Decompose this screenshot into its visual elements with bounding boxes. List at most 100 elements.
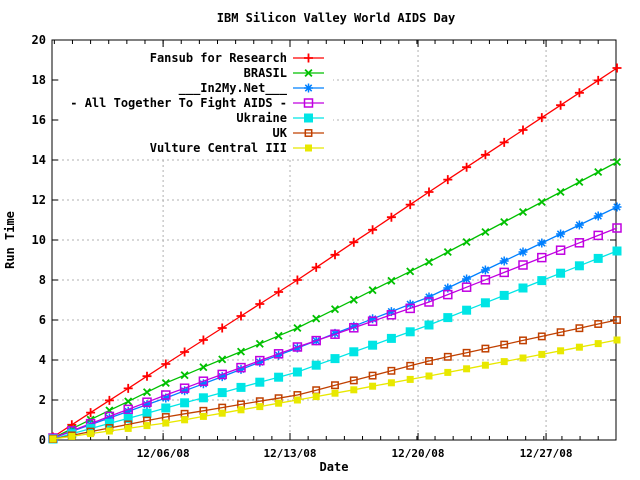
marker-square-open-small: [425, 357, 433, 365]
marker-cross: [500, 217, 509, 227]
marker-star: [274, 350, 284, 360]
marker-square-filled: [236, 382, 246, 392]
marker-square-open-small: [594, 320, 603, 328]
marker-plus: [198, 335, 208, 345]
marker-cross: [180, 371, 189, 380]
marker-square-open: [255, 355, 265, 366]
marker-cross: [124, 397, 133, 406]
marker-square-filled-small: [293, 396, 301, 404]
marker-star: [537, 238, 547, 248]
plot-series: [48, 63, 622, 444]
marker-square-filled-small: [105, 427, 113, 435]
marker-square-filled-small: [425, 372, 433, 380]
marker-square-filled-small: [444, 368, 452, 376]
marker-square-filled-small: [463, 365, 471, 373]
marker-square-open: [518, 260, 528, 270]
marker-cross: [142, 388, 152, 397]
marker-square-filled-small: [350, 386, 358, 394]
x-tick-label: 12/27/08: [520, 447, 573, 460]
marker-plus: [123, 383, 133, 393]
marker-square-filled-small: [594, 340, 602, 348]
marker-cross: [612, 157, 622, 167]
marker-plus: [161, 359, 171, 369]
marker-square-filled: [292, 367, 302, 377]
legend-label: BRASIL: [244, 66, 287, 80]
chart-title: IBM Silicon Valley World AIDS Day: [217, 11, 455, 25]
marker-square-filled: [424, 320, 434, 330]
marker-cross: [312, 314, 321, 323]
y-tick-label: 4: [39, 353, 46, 367]
marker-square-filled: [480, 298, 490, 308]
marker-plus: [386, 212, 396, 222]
series-fansub-for-research: [48, 63, 622, 442]
marker-cross: [406, 267, 415, 276]
marker-cross: [537, 197, 546, 207]
marker-star: [612, 202, 622, 212]
marker-plus: [518, 125, 528, 135]
legend-label: - All Together To Fight AIDS -: [70, 96, 287, 110]
marker-plus: [86, 408, 96, 418]
marker-star: [330, 328, 340, 338]
marker-square-open-small: [406, 361, 415, 370]
marker-cross: [594, 167, 603, 177]
marker-cross: [443, 247, 452, 257]
marker-plus: [405, 200, 415, 210]
marker-square-open: [198, 376, 209, 386]
marker-square-open-small: [500, 340, 509, 349]
marker-square-open: [273, 349, 284, 359]
legend-label: Ukraine: [236, 111, 287, 125]
marker-plus: [612, 63, 622, 73]
marker-square-open-small: [443, 352, 452, 361]
y-tick-label: 16: [32, 113, 46, 127]
marker-star: [574, 220, 584, 230]
marker-plus: [142, 371, 152, 381]
marker-square-filled: [142, 408, 152, 418]
legend-label: UK: [273, 126, 288, 140]
legend-item-fansub-for-research: Fansub for Research: [150, 51, 324, 65]
marker-star: [556, 229, 566, 239]
marker-star: [236, 364, 246, 374]
marker-cross: [481, 227, 490, 237]
y-tick-label: 6: [39, 313, 46, 327]
marker-square-filled-small: [87, 430, 95, 438]
legend-item-ukraine: Ukraine: [236, 111, 324, 125]
y-tick-label: 12: [32, 193, 46, 207]
marker-star: [198, 379, 208, 389]
marker-square-filled-small: [500, 358, 508, 366]
series-brasil: [48, 157, 622, 443]
marker-square-open: [367, 316, 378, 326]
marker-square-filled-small: [143, 422, 151, 430]
marker-plus: [274, 287, 284, 297]
marker-square-filled-small: [256, 403, 264, 411]
marker-square-open-small: [368, 371, 377, 380]
marker-cross: [161, 378, 170, 388]
marker-square-open: [217, 369, 227, 380]
marker-star: [180, 386, 190, 396]
legend-item-in2my-net: ___In2My.Net___: [179, 81, 324, 96]
y-axis-label: Run Time: [3, 211, 17, 269]
marker-square-open: [179, 383, 190, 393]
marker-cross: [218, 355, 227, 364]
legend: Fansub for ResearchBRASIL___In2My.Net___…: [60, 49, 333, 157]
marker-square-filled-small: [331, 389, 339, 397]
marker-square-open: [499, 267, 509, 278]
marker-square-open-small: [462, 348, 471, 357]
y-tick-labels: 0 2 4 6 8 10 12 14 16 18 20: [32, 33, 46, 447]
marker-square-open: [443, 289, 453, 300]
legend-label: ___In2My.Net___: [179, 81, 288, 96]
marker-plus: [217, 323, 227, 333]
marker-square-filled: [180, 398, 190, 408]
marker-square-filled: [518, 283, 528, 293]
marker-plus: [574, 88, 584, 98]
marker-square-filled-small: [305, 144, 312, 152]
marker-square-filled-small: [124, 424, 132, 432]
legend-item-all-together-to-fight-aids: - All Together To Fight AIDS -: [70, 96, 324, 110]
marker-square-open: [612, 223, 622, 233]
marker-square-filled: [612, 246, 622, 256]
y-tick-label: 10: [32, 233, 46, 247]
marker-square-filled: [198, 393, 208, 403]
marker-square-filled-small: [218, 409, 226, 417]
series-line: [52, 227, 618, 439]
marker-square-filled-small: [199, 412, 207, 420]
